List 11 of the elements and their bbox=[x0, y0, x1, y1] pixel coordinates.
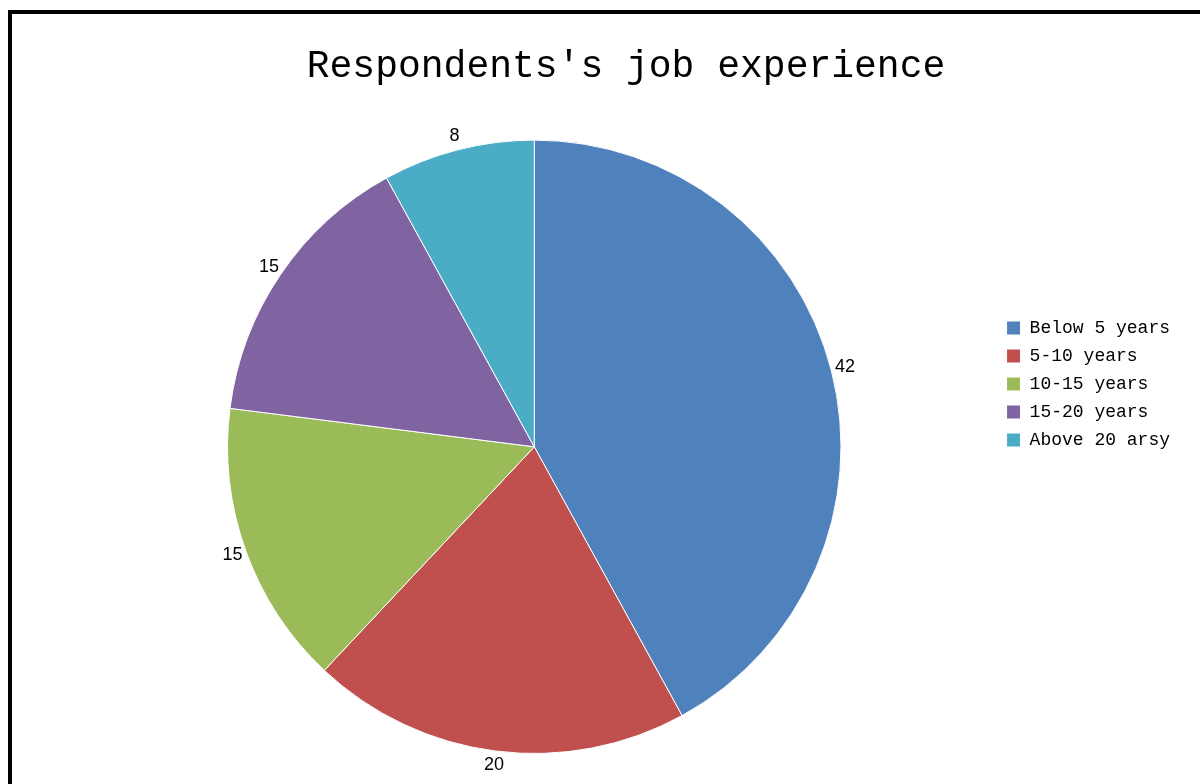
data-label: 15 bbox=[259, 255, 280, 276]
legend-label: Below 5 years bbox=[1029, 317, 1171, 338]
data-label: 42 bbox=[834, 356, 855, 377]
data-label: 15 bbox=[222, 544, 243, 565]
legend-label: Above 20 arsy bbox=[1029, 429, 1171, 450]
legend-label: 10-15 years bbox=[1029, 373, 1149, 394]
data-label: 20 bbox=[484, 753, 505, 774]
chart-title: Respondents's job experience bbox=[306, 44, 946, 88]
data-label: 8 bbox=[449, 125, 460, 146]
legend-label: 5-10 years bbox=[1029, 345, 1138, 366]
legend-label: 15-20 years bbox=[1029, 401, 1149, 422]
